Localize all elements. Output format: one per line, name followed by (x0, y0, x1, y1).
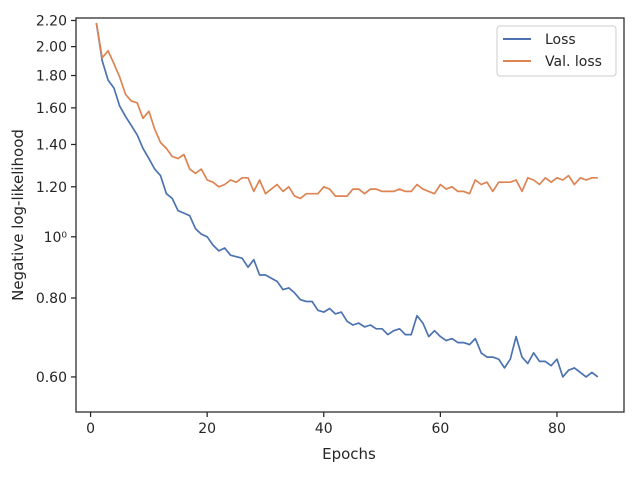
legend-label-val-loss: Val. loss (545, 54, 602, 70)
x-tick-label: 60 (431, 421, 449, 437)
y-axis-ticks: 0.60 0.80 10⁰ 1.20 1.40 1.60 1.80 2.00 2.20 (36, 13, 76, 386)
x-tick-label: 80 (548, 421, 566, 437)
y-tick-label: 2.20 (36, 13, 67, 29)
x-tick-label: 20 (198, 421, 216, 437)
y-tick-label: 10⁰ (44, 230, 68, 246)
y-tick-label: 0.80 (36, 291, 67, 307)
series-line-loss (95, 22, 599, 378)
y-tick-label: 1.40 (36, 137, 67, 153)
x-tick-label: 0 (86, 421, 95, 437)
x-axis-label: Epochs (322, 445, 376, 463)
y-tick-label: 1.60 (36, 101, 67, 117)
x-tick-label: 40 (315, 421, 333, 437)
plot-frame (75, 17, 625, 413)
y-axis-label: Negative log-likelihood (9, 129, 27, 301)
y-tick-label: 2.00 (36, 40, 67, 56)
legend-label-loss: Loss (545, 32, 576, 48)
legend: Loss Val. loss (496, 25, 617, 77)
series-line-val-loss (95, 22, 598, 200)
y-tick-label: 1.20 (36, 180, 67, 196)
y-tick-label: 1.80 (36, 69, 67, 85)
x-axis-ticks: 0 20 40 60 80 (86, 412, 566, 437)
plot-lines (95, 22, 599, 378)
y-tick-label: 0.60 (36, 370, 67, 386)
